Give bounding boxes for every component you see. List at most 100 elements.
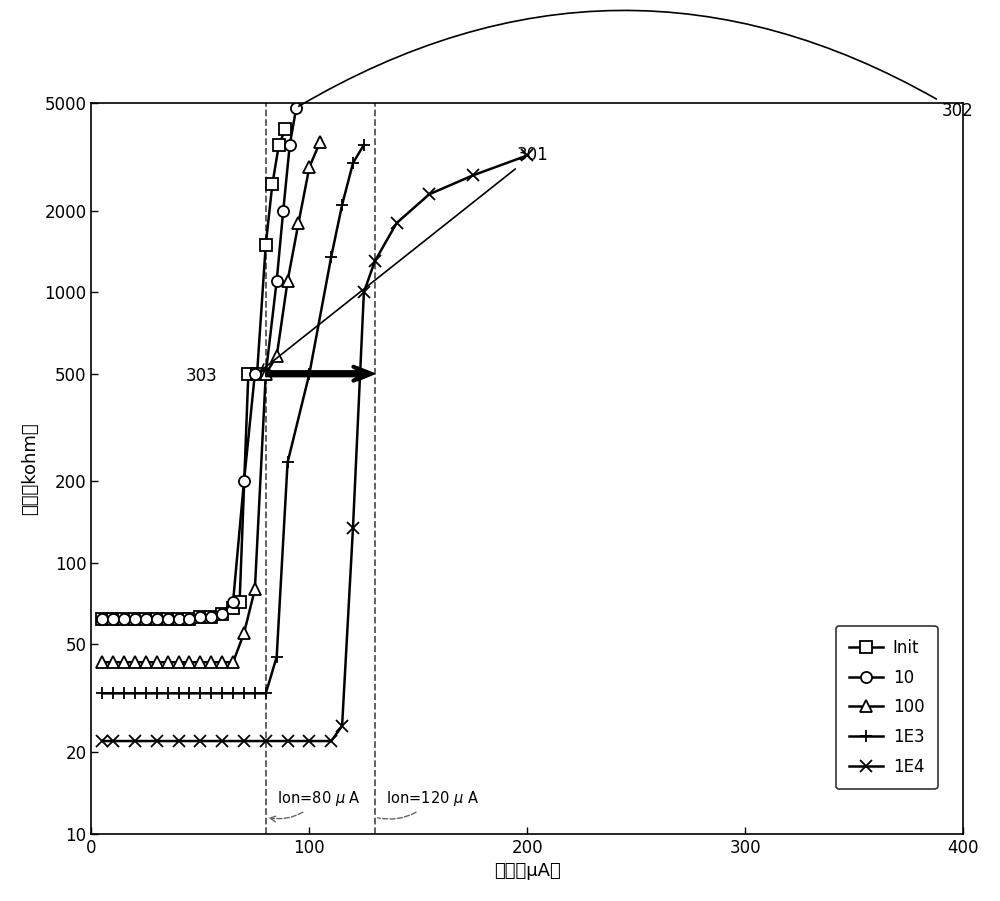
Init — [173, 614, 185, 624]
1E4 — [358, 287, 370, 297]
Text: 303: 303 — [186, 367, 218, 385]
Text: 301: 301 — [261, 146, 548, 371]
1E3 — [96, 688, 108, 699]
10 — [216, 608, 228, 619]
1E4 — [238, 735, 250, 746]
Text: 302: 302 — [299, 11, 973, 121]
100 — [140, 657, 152, 668]
1E3 — [129, 688, 141, 699]
1E3 — [249, 688, 261, 699]
10 — [151, 614, 163, 624]
100 — [314, 136, 326, 147]
1E3 — [358, 140, 370, 150]
10 — [271, 276, 283, 287]
1E4 — [391, 218, 403, 229]
10 — [194, 612, 206, 623]
10 — [238, 476, 250, 487]
10 — [249, 369, 261, 379]
1E3 — [118, 688, 130, 699]
Line: 100: 100 — [97, 136, 326, 668]
100 — [260, 369, 272, 379]
1E3 — [140, 688, 152, 699]
10 — [227, 596, 239, 607]
10 — [118, 614, 130, 624]
Init — [183, 614, 195, 624]
Text: Ion=120 $\mu$ A: Ion=120 $\mu$ A — [378, 789, 479, 819]
Init — [260, 239, 272, 250]
Init — [129, 614, 141, 624]
1E3 — [325, 251, 337, 262]
Init — [194, 612, 206, 623]
10 — [129, 614, 141, 624]
Init — [227, 603, 239, 614]
100 — [292, 218, 304, 229]
1E4 — [325, 735, 337, 746]
1E3 — [205, 688, 217, 699]
Init — [162, 614, 174, 624]
10 — [162, 614, 174, 624]
10 — [183, 614, 195, 624]
100 — [249, 584, 261, 595]
1E3 — [303, 369, 315, 379]
100 — [96, 657, 108, 668]
1E4 — [194, 735, 206, 746]
1E4 — [303, 735, 315, 746]
1E4 — [521, 150, 533, 160]
1E4 — [282, 735, 294, 746]
10 — [277, 205, 289, 216]
Init — [140, 614, 152, 624]
1E3 — [260, 688, 272, 699]
10 — [260, 369, 272, 379]
1E3 — [271, 651, 283, 662]
Init — [118, 614, 130, 624]
Init — [273, 140, 285, 150]
Init — [251, 369, 263, 379]
1E3 — [194, 688, 206, 699]
1E4 — [369, 256, 381, 267]
Init — [151, 614, 163, 624]
100 — [162, 657, 174, 668]
1E3 — [282, 457, 294, 468]
1E3 — [183, 688, 195, 699]
Line: 1E4: 1E4 — [96, 150, 534, 747]
Text: Ion=80 $\mu$ A: Ion=80 $\mu$ A — [270, 789, 361, 822]
Line: Init: Init — [97, 123, 291, 624]
100 — [194, 657, 206, 668]
Init — [234, 596, 246, 607]
100 — [205, 657, 217, 668]
1E4 — [107, 735, 119, 746]
100 — [107, 657, 119, 668]
Init — [107, 614, 119, 624]
X-axis label: 电流（μA）: 电流（μA） — [494, 862, 561, 880]
Init — [205, 612, 217, 623]
100 — [303, 161, 315, 172]
1E4 — [347, 523, 359, 533]
1E4 — [216, 735, 228, 746]
1E4 — [151, 735, 163, 746]
100 — [118, 657, 130, 668]
1E4 — [173, 735, 185, 746]
1E3 — [162, 688, 174, 699]
FancyArrow shape — [266, 367, 375, 381]
1E3 — [238, 688, 250, 699]
1E4 — [336, 721, 348, 732]
1E3 — [227, 688, 239, 699]
10 — [284, 140, 296, 150]
10 — [173, 614, 185, 624]
1E4 — [423, 189, 435, 200]
1E3 — [216, 688, 228, 699]
1E3 — [107, 688, 119, 699]
100 — [271, 350, 283, 361]
100 — [216, 657, 228, 668]
10 — [107, 614, 119, 624]
Init — [96, 614, 108, 624]
100 — [227, 657, 239, 668]
1E4 — [467, 170, 479, 181]
100 — [173, 657, 185, 668]
Init — [216, 608, 228, 619]
Init — [266, 179, 278, 190]
100 — [238, 628, 250, 639]
1E4 — [129, 735, 141, 746]
10 — [290, 103, 302, 114]
Y-axis label: 电阶（kohm）: 电阶（kohm） — [21, 422, 39, 514]
